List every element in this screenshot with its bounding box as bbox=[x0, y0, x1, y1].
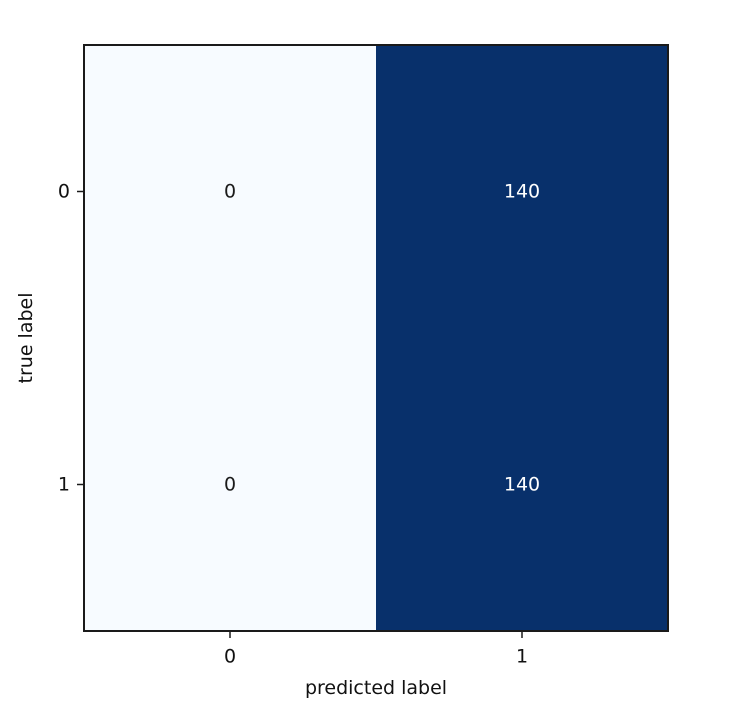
axis-tick-labels: 0 1 0 1 bbox=[58, 181, 528, 668]
matrix-cell-0-1 bbox=[376, 45, 668, 338]
plot-frame bbox=[83, 44, 669, 632]
cell-value-label-0-0: 0 bbox=[224, 181, 236, 203]
cell-value-label-1-1: 140 bbox=[504, 474, 540, 496]
x-tick-label-0: 0 bbox=[224, 646, 236, 668]
matrix-cell-labels: 0 140 0 140 bbox=[224, 181, 540, 496]
x-tick-label-1: 1 bbox=[516, 646, 528, 668]
matrix-cell-1-0 bbox=[84, 338, 376, 631]
y-axis-label: true label bbox=[15, 293, 37, 384]
matrix-cell-1-1 bbox=[376, 338, 668, 631]
matrix-cells bbox=[84, 45, 668, 631]
y-tick-label-0: 0 bbox=[58, 181, 70, 203]
axis-ticks bbox=[77, 190, 523, 638]
cell-value-label-1-0: 0 bbox=[224, 474, 236, 496]
y-tick-label-1: 1 bbox=[58, 474, 70, 496]
cell-value-label-0-1: 140 bbox=[504, 181, 540, 203]
x-axis-label: predicted label bbox=[305, 677, 447, 699]
matrix-cell-0-0 bbox=[84, 45, 376, 338]
